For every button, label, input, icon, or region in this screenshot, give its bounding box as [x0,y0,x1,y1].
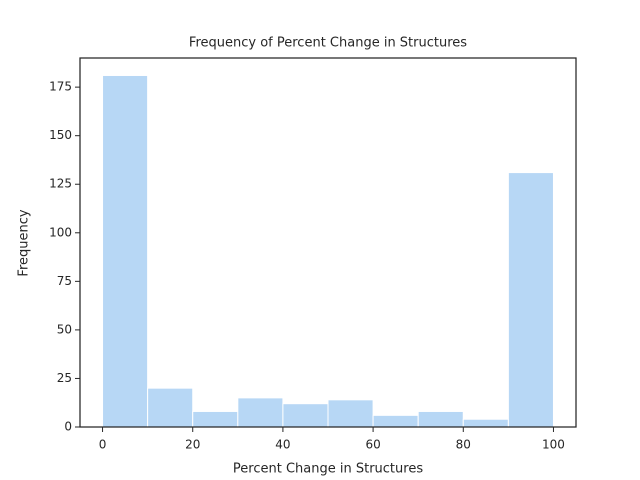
x-tick-label: 60 [365,438,380,452]
y-tick-label: 50 [57,322,72,336]
bar [192,410,239,428]
x-tick-label: 20 [185,438,200,452]
y-tick-label: 175 [49,80,72,94]
x-tick-label: 80 [456,438,471,452]
y-tick-label: 75 [57,274,72,288]
bar [282,403,329,428]
x-tick-label: 100 [542,438,565,452]
x-axis-label: Percent Change in Structures [233,462,423,477]
y-tick-label: 0 [64,420,72,434]
x-tick-label: 40 [275,438,290,452]
bar [237,397,284,428]
plot-frame [79,57,577,428]
bar [507,172,554,428]
y-tick-label: 125 [49,177,72,191]
x-tick-label: 0 [99,438,107,452]
bar [102,74,149,428]
bar [147,387,194,428]
bar [327,399,374,428]
y-tick-label: 25 [57,371,72,385]
bar [462,418,509,428]
bar [417,410,464,428]
y-tick-label: 150 [49,128,72,142]
y-axis-label: Frequency [17,209,32,276]
bar [372,414,419,428]
chart-title: Frequency of Percent Change in Structure… [189,36,467,51]
y-tick-label: 100 [49,225,72,239]
